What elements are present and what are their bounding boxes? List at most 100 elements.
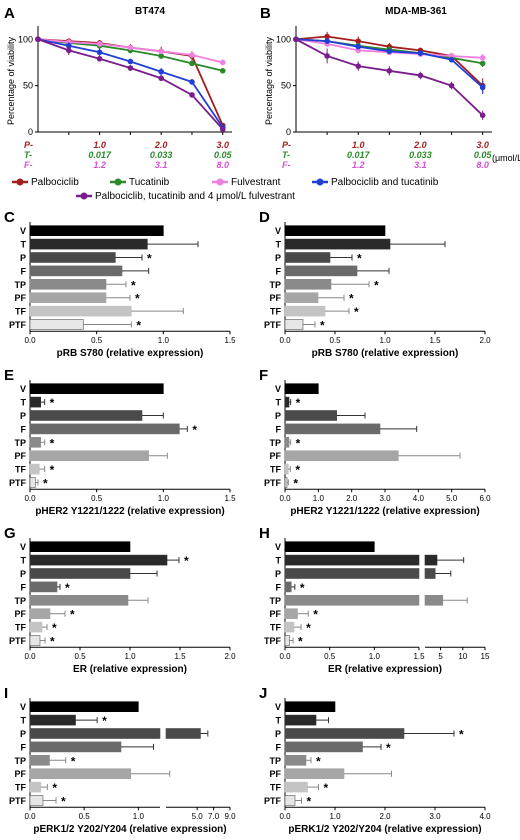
panel-G-bar [29, 635, 41, 646]
panel-J-category-label: V [275, 702, 281, 712]
panel-B-series-4-point [324, 53, 330, 59]
panel-F-significance-marker: * [295, 463, 300, 477]
panel-G-category-label: V [20, 542, 26, 552]
panel-I-category-label: TP [14, 756, 26, 766]
panel-E-category-label: V [20, 384, 26, 394]
panel-H-xtick-label: 5 [438, 652, 443, 661]
panel-C-bar [29, 265, 123, 277]
panel-D-xtick-label: 1.5 [429, 336, 441, 345]
panel-F-xlabel: pHER2 Y1221/1222 (relative expression) [290, 506, 479, 517]
panel-E-category-label: F [21, 424, 27, 434]
panel-A-dose-prefix: P- [24, 140, 33, 150]
panel-B-series-3-point [386, 48, 393, 55]
panel-F-category-label: T [276, 398, 282, 408]
panel-H-category-label: TPF [264, 636, 282, 646]
panel-G-significance-marker: * [65, 581, 70, 595]
panel-B-ylabel: Percentage of viability [264, 36, 274, 125]
panel-F-bar [284, 463, 289, 475]
panel-E-xlabel: pHER2 Y1221/1222 (relative expression) [35, 506, 224, 517]
panel-C-category-label: T [21, 240, 27, 250]
panel-A-dose-value: 0.033 [150, 150, 173, 160]
panel-A-dose-value: 0.017 [88, 150, 112, 160]
panel-E-xtick-label: 0.5 [91, 494, 103, 503]
panel-F-xtick-label: 1.0 [313, 494, 325, 503]
panel-B-series-0-point [355, 38, 362, 44]
panel-C-category-label: TP [14, 280, 26, 290]
panel-B-dose-value: 2.0 [413, 140, 427, 150]
panel-A-series-4-point [96, 55, 103, 62]
panel-F-category-label: V [275, 384, 281, 394]
panel-H-category-label: TF [270, 623, 281, 633]
panel-J-xlabel: pERK1/2 Y202/Y204 (relative expression) [288, 824, 481, 835]
panel-B-dose-value: 0.05 [474, 150, 493, 160]
panel-J-significance-marker: * [307, 795, 312, 809]
panel-H-significance-marker: * [306, 621, 311, 635]
panel-B-series-0-point [324, 33, 330, 40]
panel-G-bar [29, 541, 131, 553]
panel-I-significance-marker: * [102, 714, 107, 728]
panel-F-category-label: PF [269, 451, 281, 461]
panel-I-category-label: PF [14, 769, 26, 779]
panel-J-significance-marker: * [324, 781, 329, 795]
panel-A-ytick-label: 50 [23, 81, 33, 91]
panel-J-significance-marker: * [459, 728, 464, 742]
panel-J-category-label: T [276, 716, 282, 726]
panel-B-series-3-point [324, 38, 330, 44]
panel-letter-E: E [4, 367, 14, 384]
panel-A-dose-prefix: T- [24, 150, 32, 160]
panel-C-bar [29, 319, 84, 330]
panel-G-bar [29, 608, 51, 620]
panel-I-xtick-label: 0.0 [24, 812, 36, 821]
panel-F-xtick-label: 5.0 [446, 494, 458, 503]
panel-H-xlabel: ER (relative expression) [328, 664, 442, 675]
panel-D-bar [284, 292, 319, 304]
panel-A-series-4-point [189, 92, 195, 98]
panel-D-bar [284, 265, 358, 277]
panel-F-bar [284, 477, 288, 488]
panel-B-series-4-point [355, 63, 362, 69]
panel-D-xtick-label: 2.0 [479, 336, 491, 345]
panel-F-xtick-label: 6.0 [479, 494, 491, 503]
panel-B-ytick-label: 100 [276, 34, 291, 44]
panel-letter-G: G [4, 525, 16, 542]
panel-A-series-4-point [158, 75, 164, 82]
panel-I-bar [29, 714, 76, 726]
panel-A-dose-value: 3.0 [217, 140, 230, 150]
panel-J-xtick-label: 2.0 [379, 812, 391, 821]
panel-G-xtick-label: 0.0 [24, 652, 36, 661]
panel-J-bar [284, 714, 317, 726]
panel-B-series-4-point [417, 72, 424, 79]
panel-A-ytick-label: 0 [28, 127, 33, 137]
dose-unit: (μmol/L) [492, 153, 520, 163]
panel-H-bar [284, 635, 290, 646]
panel-G-significance-marker: * [184, 554, 189, 568]
panel-A-dose-value: 2.0 [154, 140, 168, 150]
panel-B-ytick-label: 50 [281, 81, 291, 91]
panel-F-category-label: F [276, 424, 282, 434]
panel-F-significance-marker: * [296, 436, 301, 450]
panel-G-category-label: PF [14, 609, 26, 619]
panel-A-series-1-point [158, 53, 164, 59]
panel-J-category-label: PF [269, 769, 281, 779]
panel-H-significance-marker: * [313, 608, 318, 622]
panel-G-significance-marker: * [52, 621, 57, 635]
panel-D-category-label: P [275, 253, 281, 263]
panel-G-bar [29, 581, 58, 593]
panel-F-bar [284, 436, 290, 448]
panel-A-series-1-point [189, 60, 195, 67]
panel-F-xtick-label: 0.0 [279, 494, 291, 503]
panel-E-significance-marker: * [50, 396, 55, 410]
panel-F-category-label: PTF [264, 478, 282, 488]
panel-F-significance-marker: * [296, 396, 301, 410]
panel-E-bar [29, 450, 149, 462]
panel-C-significance-marker: * [135, 292, 140, 306]
panel-I-category-label: F [21, 742, 27, 752]
panel-J-significance-marker: * [386, 741, 391, 755]
panel-J-significance-marker: * [316, 754, 321, 768]
panel-J-bar [284, 795, 296, 806]
panel-B-dose-prefix: T- [282, 150, 290, 160]
panel-H-category-label: P [275, 569, 281, 579]
panel-I-bar [29, 768, 132, 780]
panel-I-category-label: T [21, 716, 27, 726]
